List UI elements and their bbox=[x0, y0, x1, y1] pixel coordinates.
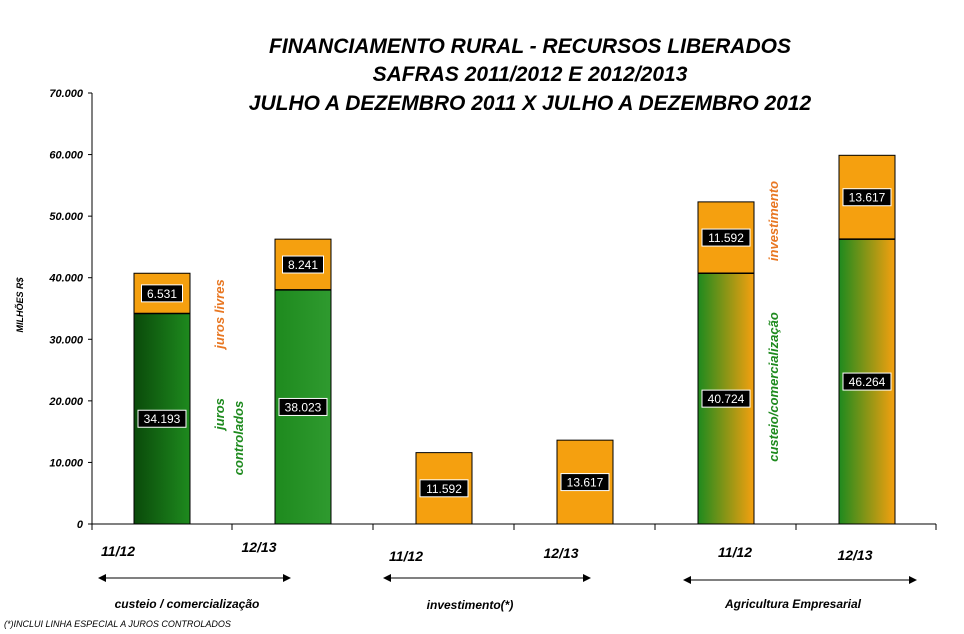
annotation-controlados: controlados bbox=[231, 401, 246, 475]
y-tick-label: 30.000 bbox=[49, 334, 84, 346]
chart-title: FINANCIAMENTO RURAL - RECURSOS LIBERADOS… bbox=[249, 35, 812, 115]
y-tick-label: 10.000 bbox=[49, 457, 84, 469]
annotation-investimento: investimento bbox=[766, 181, 781, 261]
annotation-juros: juros bbox=[212, 398, 227, 432]
value-label-box bbox=[137, 409, 187, 428]
category-label: 12/13 bbox=[837, 547, 872, 563]
footnote: (*)INCLUI LINHA ESPECIAL A JUROS CONTROL… bbox=[4, 619, 231, 629]
chart-title-line-1: FINANCIAMENTO RURAL - RECURSOS LIBERADOS bbox=[269, 35, 791, 58]
value-label-box bbox=[141, 284, 183, 303]
category-label: 11/12 bbox=[389, 548, 423, 564]
group-label-agricultura: Agricultura Empresarial bbox=[724, 597, 862, 611]
value-label: 8.241 bbox=[288, 258, 318, 272]
category-labels: 11/12 12/13 11/12 12/13 11/12 12/13 bbox=[101, 539, 873, 564]
value-label: 13.617 bbox=[849, 191, 886, 205]
value-label-box bbox=[278, 397, 328, 416]
value-label-box bbox=[701, 389, 751, 408]
value-label: 40.724 bbox=[708, 392, 745, 406]
category-label: 11/12 bbox=[101, 543, 135, 559]
group-label-investimento: investimento(*) bbox=[427, 598, 514, 612]
annotation-juros-livres: juros livres bbox=[212, 279, 227, 350]
value-labels: 34.193 6.531 38.023 8.241 11.592 13.617 40.724… bbox=[137, 188, 892, 498]
value-label-box bbox=[560, 473, 610, 492]
value-label: 11.592 bbox=[426, 482, 462, 496]
value-label: 11.592 bbox=[708, 231, 744, 245]
y-tick-label: 0 bbox=[77, 519, 84, 531]
y-tick-label: 40.000 bbox=[48, 273, 84, 285]
y-tick-label: 70.000 bbox=[49, 88, 84, 100]
y-tick-label: 60.000 bbox=[49, 150, 84, 162]
value-label-box bbox=[419, 479, 469, 498]
value-label-box bbox=[701, 228, 751, 247]
annotation-custeio-comercializacao: custeio/comercialização bbox=[766, 312, 781, 462]
y-ticks: 0 10.000 20.000 30.000 40.000 50.000 60.000 70.… bbox=[48, 88, 92, 531]
value-label: 13.617 bbox=[567, 476, 604, 490]
chart-title-line-3: JULHO A DEZEMBRO 2011 X JULHO A DEZEMBRO… bbox=[249, 92, 812, 115]
value-label: 38.023 bbox=[285, 400, 322, 414]
category-label: 11/12 bbox=[718, 544, 752, 560]
category-label: 12/13 bbox=[543, 545, 578, 561]
value-label: 34.193 bbox=[144, 412, 181, 426]
y-tick-label: 20.000 bbox=[48, 396, 84, 408]
value-label: 6.531 bbox=[147, 287, 177, 301]
y-tick-label: 50.000 bbox=[49, 211, 84, 223]
category-label: 12/13 bbox=[241, 539, 276, 555]
x-separators bbox=[91, 524, 937, 530]
y-axis-label: MILHÕES R$ bbox=[15, 277, 25, 333]
value-label-box bbox=[282, 255, 324, 274]
group-label-custeio: custeio / comercialização bbox=[115, 597, 260, 611]
value-label-box bbox=[842, 188, 892, 207]
value-label-box bbox=[842, 372, 892, 391]
value-label: 46.264 bbox=[849, 375, 886, 389]
chart-title-line-2: SAFRAS 2011/2012 E 2012/2013 bbox=[373, 63, 688, 86]
